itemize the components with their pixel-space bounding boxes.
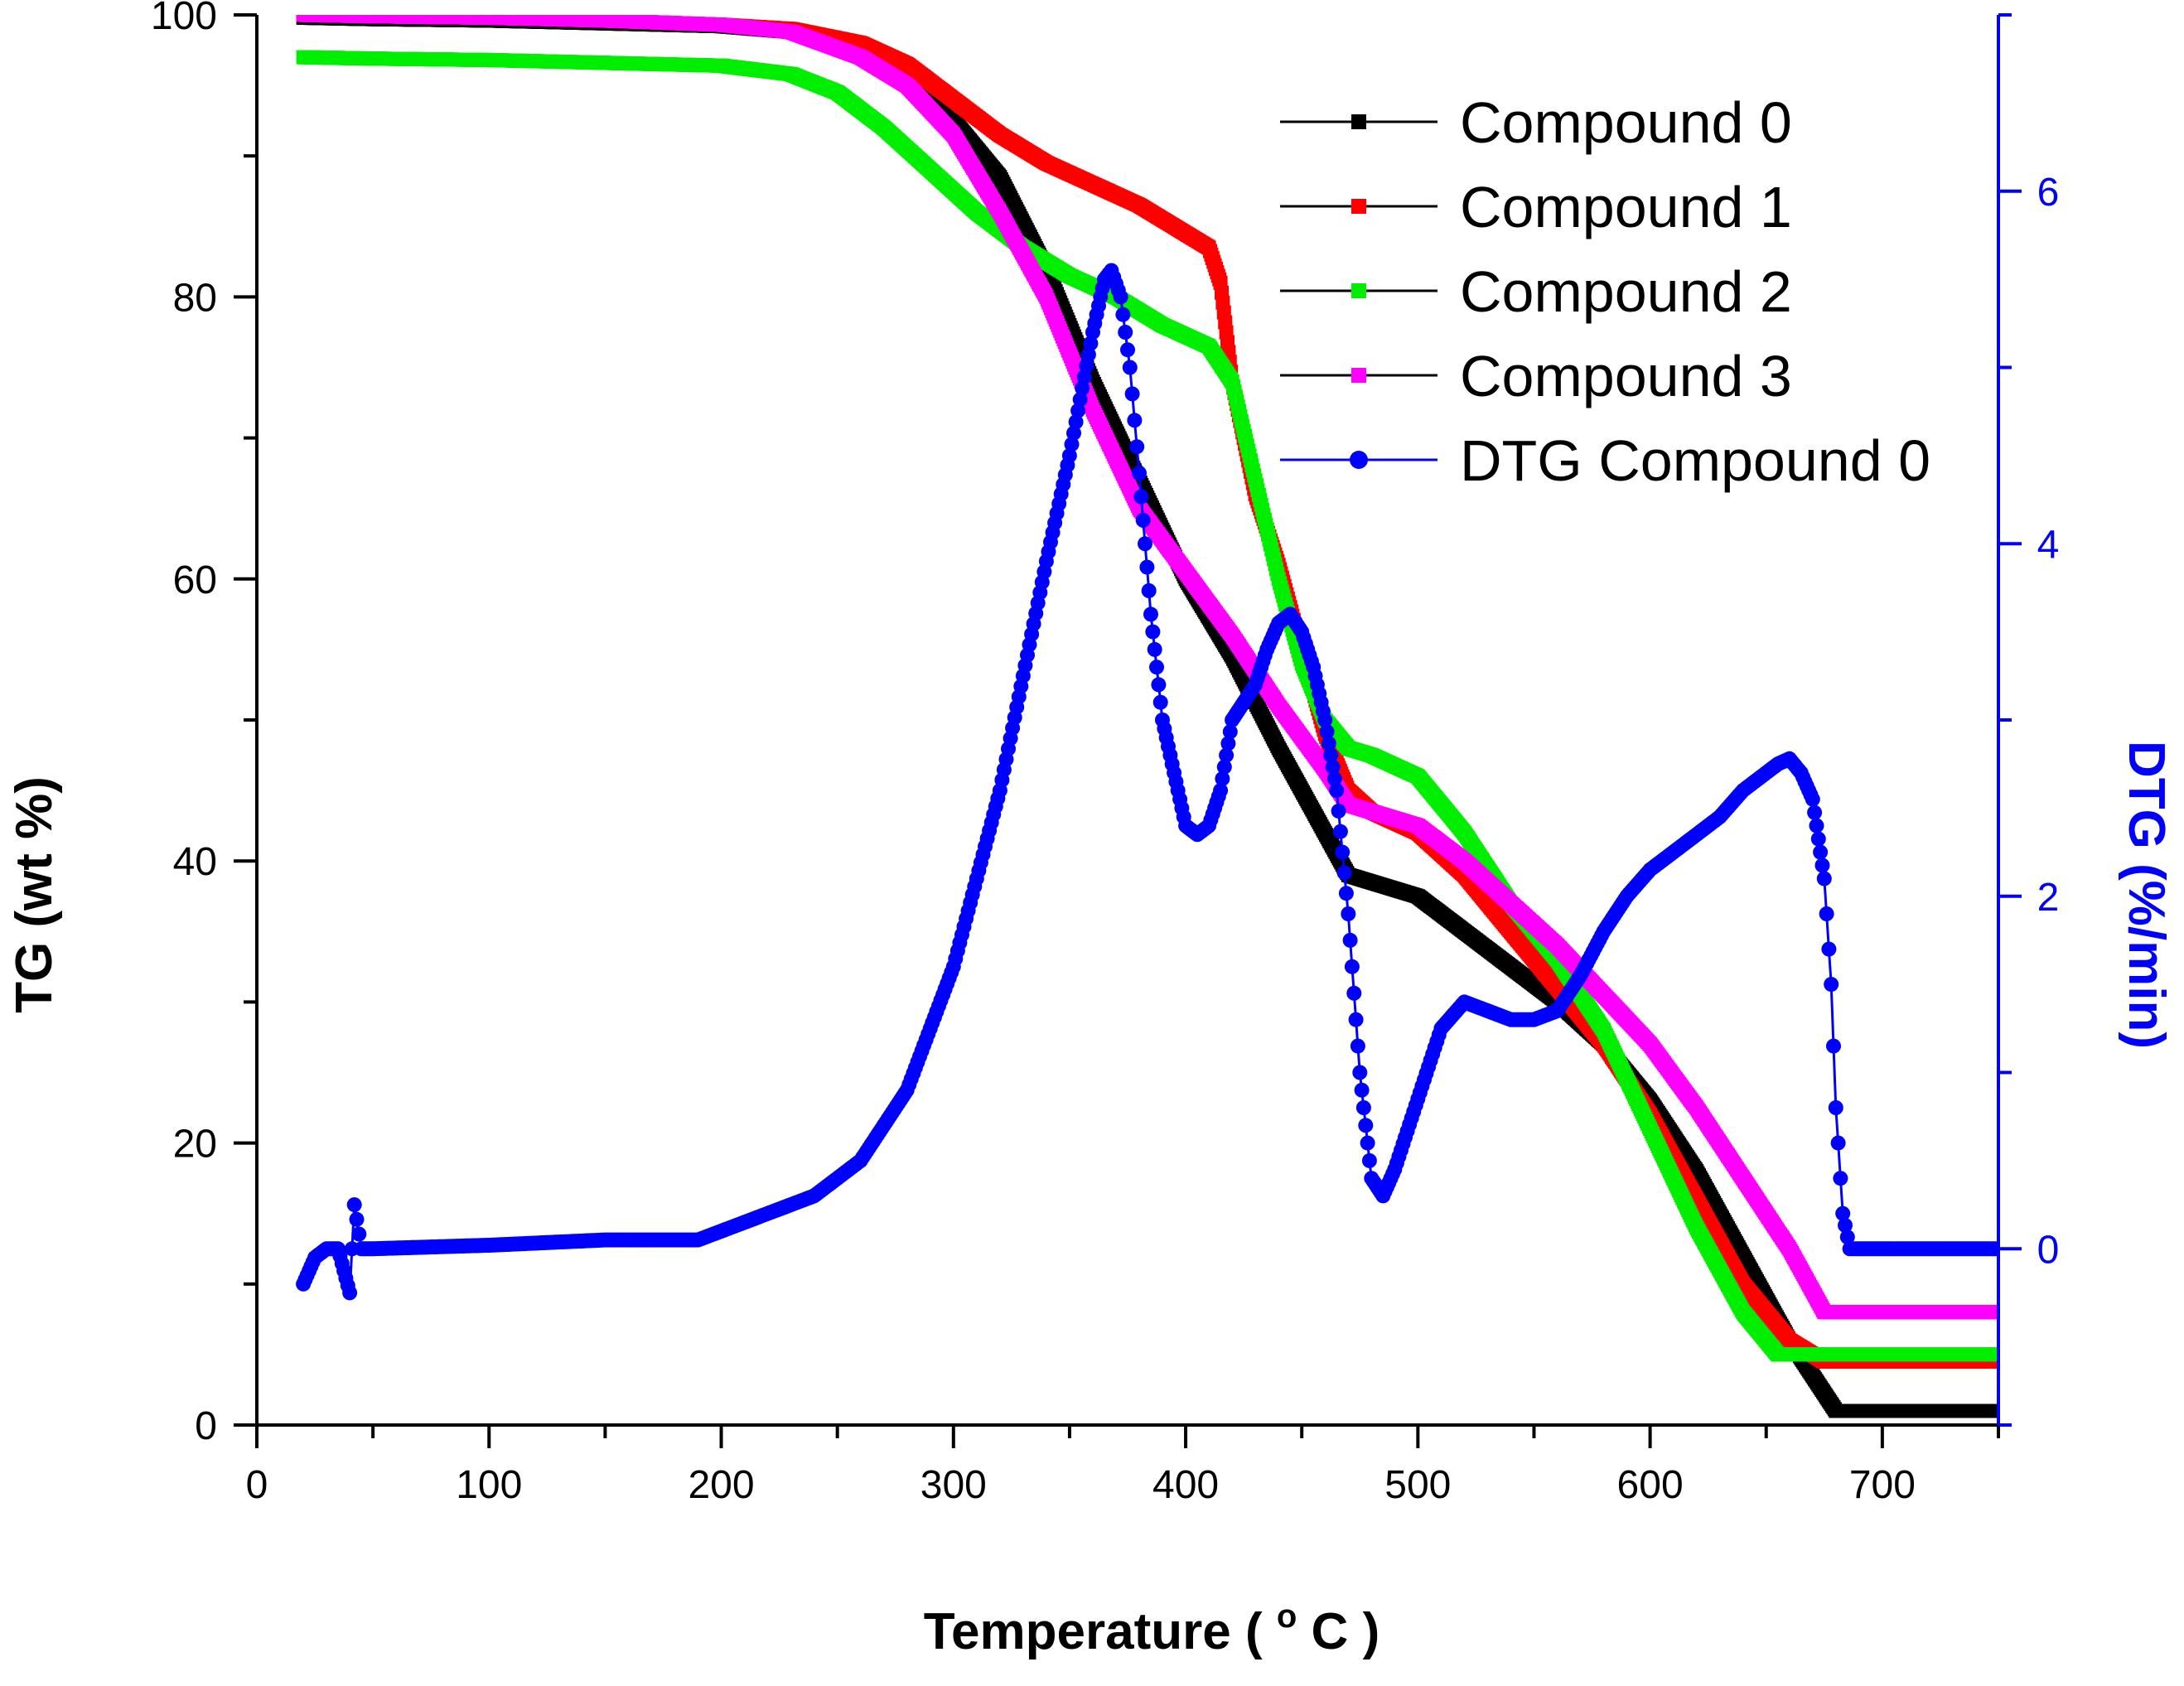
x-axis-title-unit: C [1312, 1603, 1349, 1660]
y2-axis-title: DTG (%/min) [2118, 741, 2175, 1049]
x-axis-title: Temperature ( o C ) [924, 1582, 1379, 1660]
x-axis-title-close: ) [1363, 1603, 1380, 1660]
x-axis-title-main: Temperature [924, 1603, 1231, 1660]
y-axis-title: TG (wt %) [6, 776, 63, 1013]
series-compound-2 [296, 50, 1998, 1362]
x-axis-title-degree: o [1277, 1598, 1297, 1635]
data-point [1991, 1403, 1998, 1418]
series-line [303, 56, 1998, 1356]
plot-area [296, 15, 1998, 1418]
x-axis-title-open: ( [1245, 1603, 1263, 1660]
